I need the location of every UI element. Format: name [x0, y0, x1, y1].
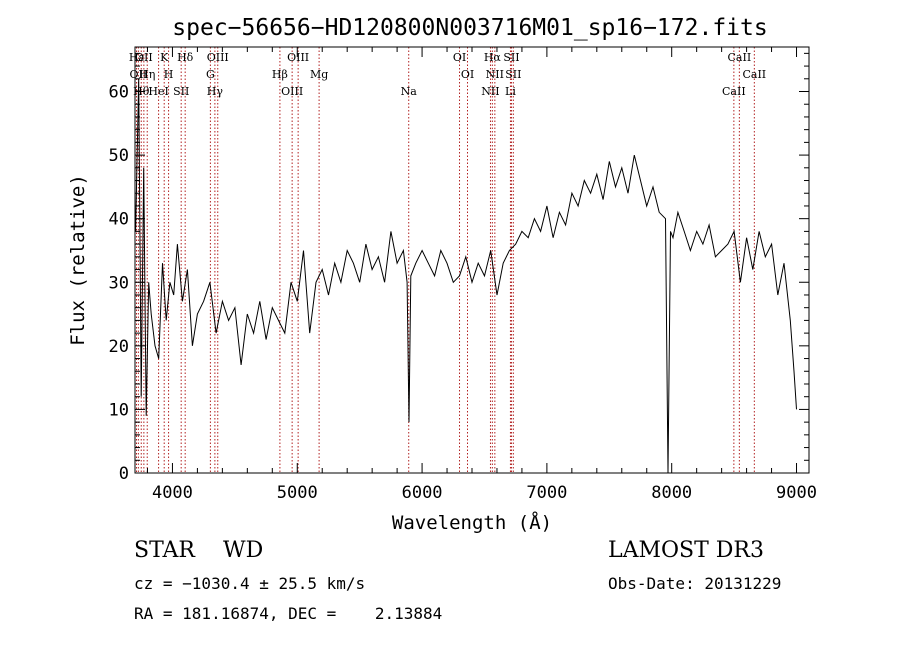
- survey-name: LAMOST DR3: [608, 538, 764, 563]
- line-label: OIII: [207, 51, 229, 64]
- line-label: CaII: [722, 85, 746, 98]
- y-tick-label: 60: [109, 83, 129, 103]
- line-label: Hγ: [207, 85, 224, 98]
- x-tick-label: 8000: [651, 483, 692, 503]
- line-label: OIII: [287, 51, 309, 64]
- x-tick-label: 6000: [402, 483, 443, 503]
- redshift-velocity: cz = −1030.4 ± 25.5 km/s: [134, 574, 366, 593]
- y-tick-label: 20: [109, 337, 129, 357]
- x-tick-label: 5000: [277, 483, 318, 503]
- spectrum-line: [135, 78, 797, 474]
- line-label: SII: [503, 51, 519, 64]
- line-label: Na: [401, 85, 418, 98]
- line-label: K: [160, 51, 169, 64]
- x-axis-label: Wavelength (Å): [392, 511, 552, 534]
- y-axis-label: Flux (relative): [67, 174, 89, 346]
- chart-title: spec−56656−HD120800N003716M01_sp16−172.f…: [172, 15, 767, 41]
- y-tick-label: 10: [109, 400, 129, 420]
- emission-line-markers: [135, 47, 755, 473]
- line-label: Hδ: [177, 51, 194, 64]
- line-label: NII: [481, 85, 499, 98]
- line-label: OI: [453, 51, 466, 64]
- plot-frame: [134, 46, 810, 474]
- line-label: OII: [130, 68, 148, 81]
- y-tick-label: 0: [119, 464, 129, 484]
- observation-date: Obs-Date: 20131229: [608, 574, 782, 593]
- line-label: G: [206, 68, 215, 81]
- line-label: SII: [505, 68, 521, 81]
- line-label: SII: [173, 85, 189, 98]
- line-label: NII: [486, 68, 504, 81]
- line-label: Li: [505, 85, 516, 98]
- axis-ticks: 4000 5000 6000 7000 8000 9000 0 10 20 30 40 50 60: [109, 47, 817, 503]
- line-label: Hα: [484, 51, 502, 64]
- line-label: CaII: [742, 68, 766, 81]
- ra-dec-coordinates: RA = 181.16874, DEC = 2.13884: [134, 604, 443, 623]
- object-class: STAR WD: [134, 538, 264, 563]
- line-label: Mg: [310, 68, 328, 81]
- x-tick-label: 9000: [776, 483, 817, 503]
- y-tick-label: 50: [109, 146, 129, 166]
- line-label: Hβ: [272, 68, 288, 81]
- line-label: Hη: [139, 68, 155, 81]
- x-tick-label: 7000: [526, 483, 567, 503]
- line-label: Hε: [129, 51, 145, 64]
- line-label: HeI: [148, 85, 168, 98]
- line-label: CaII: [728, 51, 752, 64]
- line-label: OI: [461, 68, 474, 81]
- y-tick-label: 40: [109, 210, 129, 230]
- y-tick-label: 30: [109, 273, 129, 293]
- line-label: OII: [135, 51, 153, 64]
- line-label: OIII: [281, 85, 303, 98]
- emission-line-labels: HεOIIHθOIIHηHeIKHSIIHδGHγOIIIHβOIIIOIIIM…: [129, 51, 766, 98]
- line-label: H: [164, 68, 174, 81]
- x-tick-label: 4000: [152, 483, 193, 503]
